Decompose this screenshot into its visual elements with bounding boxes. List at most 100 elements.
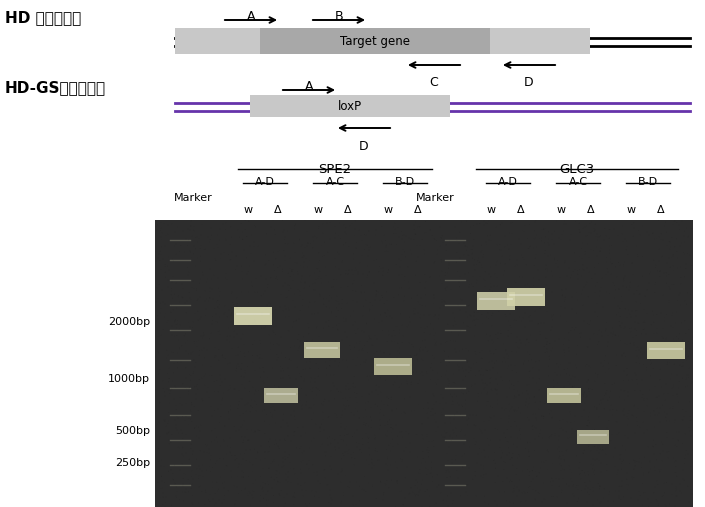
Point — [670, 462, 682, 470]
Point — [235, 394, 247, 403]
Point — [383, 466, 394, 474]
Point — [212, 303, 223, 311]
Point — [501, 350, 513, 358]
Point — [159, 300, 171, 308]
Point — [292, 423, 303, 431]
Point — [440, 300, 451, 308]
Point — [435, 358, 446, 367]
Point — [234, 411, 245, 419]
Point — [247, 358, 259, 366]
Point — [652, 411, 663, 419]
Point — [614, 393, 625, 401]
Point — [680, 451, 691, 459]
Point — [658, 390, 670, 398]
Point — [476, 310, 487, 318]
Point — [154, 226, 166, 234]
Point — [418, 436, 429, 444]
Point — [379, 480, 391, 488]
Point — [259, 323, 271, 331]
Point — [500, 458, 511, 466]
Point — [484, 375, 496, 383]
Point — [444, 414, 455, 422]
Point — [186, 499, 197, 507]
Point — [483, 500, 494, 507]
Point — [393, 271, 405, 279]
Point — [552, 386, 563, 394]
Point — [594, 400, 606, 408]
Point — [191, 422, 202, 430]
Point — [362, 241, 373, 249]
Point — [681, 300, 692, 308]
Point — [372, 335, 383, 343]
Point — [446, 489, 457, 497]
Point — [505, 422, 517, 430]
Point — [628, 402, 639, 410]
Point — [336, 465, 348, 473]
Point — [232, 473, 243, 481]
Point — [187, 491, 198, 499]
Point — [470, 347, 481, 355]
Point — [214, 371, 226, 379]
Point — [266, 484, 278, 492]
Point — [487, 309, 498, 317]
Point — [364, 372, 376, 380]
Point — [324, 433, 335, 441]
Point — [364, 305, 375, 313]
Point — [185, 349, 197, 357]
Point — [264, 443, 275, 451]
Point — [220, 270, 231, 278]
Point — [195, 293, 206, 301]
Point — [627, 259, 638, 267]
Point — [369, 400, 381, 408]
Point — [580, 472, 591, 480]
Point — [658, 491, 669, 499]
Point — [455, 327, 467, 335]
Point — [680, 430, 691, 438]
Point — [410, 230, 422, 238]
Point — [477, 473, 489, 481]
Point — [350, 216, 361, 225]
Point — [343, 242, 355, 250]
Point — [522, 465, 533, 474]
Point — [299, 340, 310, 348]
Point — [661, 241, 673, 249]
Point — [362, 432, 373, 441]
Point — [191, 455, 202, 463]
Point — [661, 272, 672, 280]
Point — [334, 431, 345, 440]
Point — [597, 445, 608, 453]
Point — [462, 357, 473, 366]
Point — [366, 458, 377, 466]
Point — [656, 438, 667, 446]
Point — [262, 478, 273, 486]
Point — [382, 306, 393, 314]
Point — [662, 360, 673, 368]
Point — [351, 443, 362, 451]
Point — [159, 268, 171, 276]
Point — [666, 254, 677, 262]
Point — [574, 464, 585, 472]
Point — [383, 394, 394, 403]
Point — [508, 499, 520, 507]
Point — [522, 357, 534, 365]
Point — [589, 443, 600, 451]
Point — [200, 286, 211, 295]
Point — [448, 429, 460, 437]
Point — [636, 459, 647, 467]
Point — [579, 283, 590, 291]
Point — [531, 473, 542, 481]
Point — [585, 447, 596, 455]
Point — [185, 444, 197, 452]
Point — [482, 381, 493, 389]
Point — [675, 301, 686, 309]
Point — [292, 336, 303, 344]
Point — [462, 416, 473, 424]
Point — [582, 293, 594, 301]
Point — [546, 347, 557, 355]
Point — [470, 321, 481, 330]
Point — [505, 405, 517, 413]
Point — [468, 291, 479, 299]
Point — [367, 481, 379, 489]
Point — [537, 412, 548, 420]
Point — [210, 310, 221, 318]
